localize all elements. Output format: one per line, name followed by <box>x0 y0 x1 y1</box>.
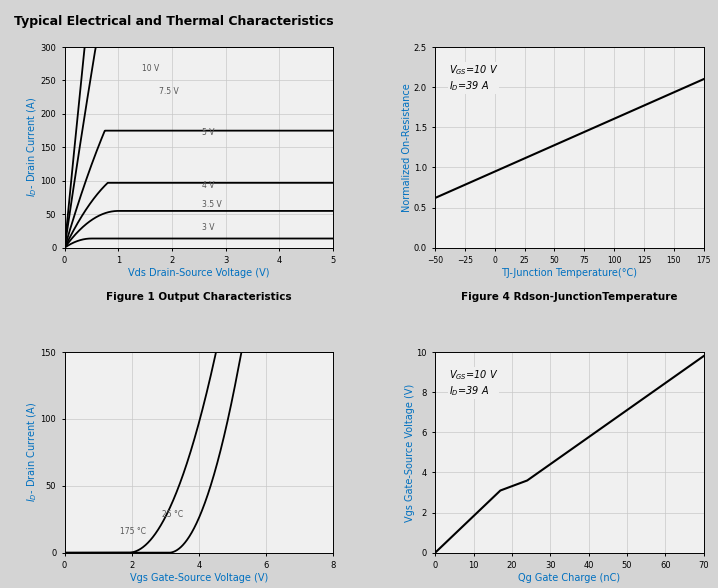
Text: Figure 1 Output Characteristics: Figure 1 Output Characteristics <box>106 292 292 302</box>
Text: 3 V: 3 V <box>202 223 214 232</box>
Text: $V_{GS}$=10 V
$I_D$=39 A: $V_{GS}$=10 V $I_D$=39 A <box>449 368 498 397</box>
Text: 5 V: 5 V <box>202 128 214 137</box>
X-axis label: Qg Gate Charge (nC): Qg Gate Charge (nC) <box>518 573 620 583</box>
Y-axis label: $I_D$- Drain Current (A): $I_D$- Drain Current (A) <box>26 402 39 502</box>
Text: 7.5 V: 7.5 V <box>159 88 178 96</box>
X-axis label: Vds Drain-Source Voltage (V): Vds Drain-Source Voltage (V) <box>128 268 270 278</box>
Text: 25 °C: 25 °C <box>162 510 183 519</box>
X-axis label: TJ-Junction Temperature(°C): TJ-Junction Temperature(°C) <box>501 268 638 278</box>
Y-axis label: Normalized On-Resistance: Normalized On-Resistance <box>402 83 412 212</box>
Text: $V_{GS}$=10 V
$I_D$=39 A: $V_{GS}$=10 V $I_D$=39 A <box>449 63 498 93</box>
Text: 3.5 V: 3.5 V <box>202 200 221 209</box>
Text: Typical Electrical and Thermal Characteristics: Typical Electrical and Thermal Character… <box>14 15 334 28</box>
Text: Figure 4 Rdson-JunctionTemperature: Figure 4 Rdson-JunctionTemperature <box>461 292 678 302</box>
Text: 175 °C: 175 °C <box>120 527 146 536</box>
Y-axis label: Vgs Gate-Source Voltage (V): Vgs Gate-Source Voltage (V) <box>405 383 415 522</box>
Text: 4 V: 4 V <box>202 181 214 190</box>
Text: 10 V: 10 V <box>142 64 159 73</box>
Y-axis label: $I_D$- Drain Current (A): $I_D$- Drain Current (A) <box>25 98 39 198</box>
X-axis label: Vgs Gate-Source Voltage (V): Vgs Gate-Source Voltage (V) <box>130 573 268 583</box>
